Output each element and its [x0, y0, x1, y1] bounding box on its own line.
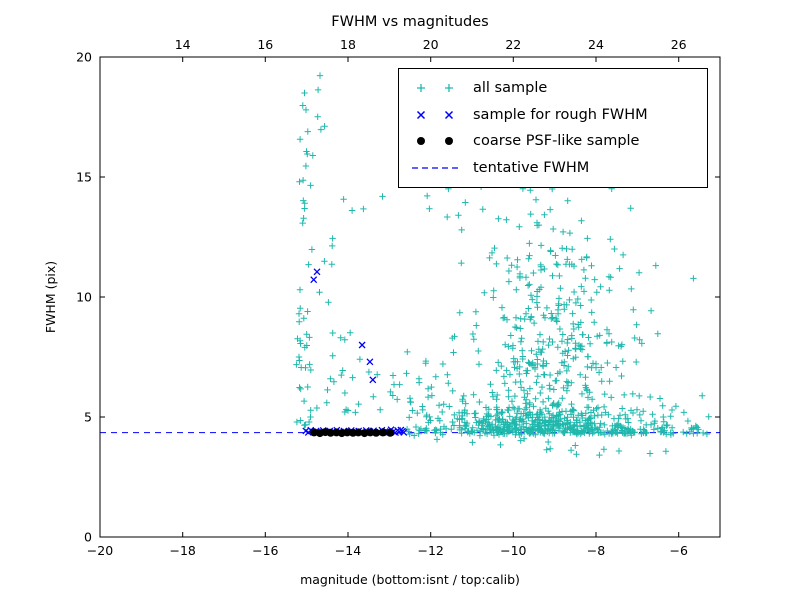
x-top-tick-label: 24	[588, 37, 604, 52]
chart-layer: −20 −18 −16 −14 −12 −10 −8 −6 14 16 18 20 22 24 26 0 5 10…	[76, 37, 721, 558]
x-top-tick-label: 20	[423, 37, 439, 52]
x-tick-label: −18	[170, 543, 196, 558]
psf-sample-point	[326, 428, 335, 437]
x-top-tick-label: 16	[257, 37, 273, 52]
psf-sample-point	[310, 428, 319, 437]
legend-item-rough-fwhm: sample for rough FWHM	[409, 102, 697, 128]
psf-sample-point	[379, 428, 388, 437]
legend-item-psf-sample: coarse PSF-like sample	[409, 128, 697, 154]
x-top-tick-label: 18	[340, 37, 356, 52]
x-tick-label: −6	[669, 543, 687, 558]
plus-marker-icon	[417, 84, 453, 93]
x-tick-label: −16	[252, 543, 278, 558]
y-tick-label: 10	[76, 290, 92, 305]
x-tick-label: −20	[87, 543, 113, 558]
x-top-tick-label: 22	[505, 37, 521, 52]
x-tick-label: −8	[587, 543, 605, 558]
legend-item-label: all sample	[473, 80, 548, 97]
x-tick-label: −14	[335, 543, 361, 558]
x-tick-label: −12	[418, 543, 444, 558]
legend-item-label: tentative FWHM	[473, 159, 590, 176]
psf-sample-point	[372, 428, 381, 437]
y-axis-label: FWHM (pix)	[43, 261, 58, 333]
all-sample-points	[293, 72, 712, 459]
x-axis-label: magnitude (bottom:isnt / top:calib)	[300, 572, 520, 587]
legend-item-tentative-fwhm: tentative FWHM	[409, 155, 697, 181]
y-tick-label: 20	[76, 50, 92, 65]
chart-title: FWHM vs magnitudes	[331, 14, 488, 30]
psf-sample-point	[386, 428, 395, 437]
psf-sample-point	[343, 428, 352, 437]
legend: all sample sample for rough FWHM coarse …	[398, 68, 708, 188]
psf-sample-point	[366, 428, 375, 437]
psf-sample-point	[360, 429, 369, 438]
x-marker-icon	[416, 110, 454, 119]
x-top-tick-label: 26	[671, 37, 687, 52]
psf-sample-point	[354, 428, 363, 437]
y-tick-label: 15	[76, 170, 92, 185]
legend-item-all-sample: all sample	[409, 75, 697, 101]
x-top-tick-label: 14	[175, 37, 191, 52]
rough-fwhm-points	[302, 268, 408, 437]
y-tick-label: 5	[84, 410, 92, 425]
dot-marker-icon	[417, 137, 453, 146]
y-tick-label: 0	[84, 530, 92, 545]
legend-item-label: coarse PSF-like sample	[473, 133, 640, 150]
legend-item-label: sample for rough FWHM	[473, 106, 648, 123]
dashed-line-icon	[412, 167, 458, 169]
x-tick-label: −10	[500, 543, 526, 558]
